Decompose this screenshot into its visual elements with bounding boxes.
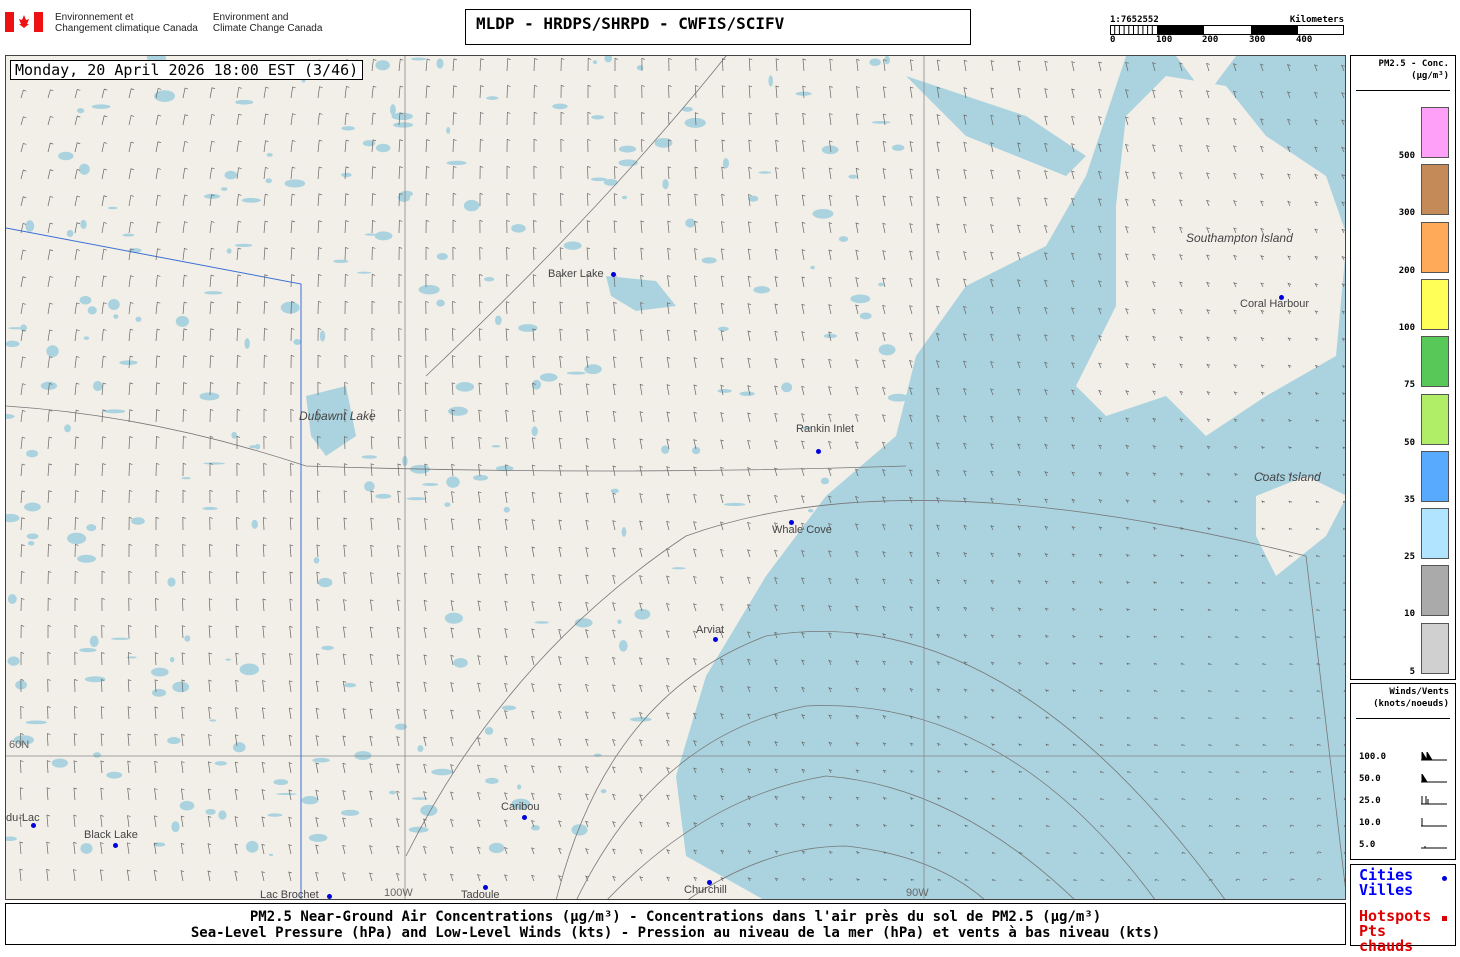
wind-speed-row: 50.0 <box>1359 774 1449 784</box>
legend-label: 300 <box>1398 208 1415 219</box>
map-canvas <box>6 56 1345 899</box>
legend-swatch <box>1421 622 1449 674</box>
city-dot-icon <box>611 272 616 277</box>
legend-label: 10 <box>1404 609 1415 620</box>
place-label: Black Lake <box>84 829 138 841</box>
scale-bar-graphic <box>1110 25 1344 35</box>
page-title: MLDP - HRDPS/SHRPD - CWFIS/SCIFV <box>465 9 971 45</box>
legend-swatch <box>1421 107 1449 158</box>
wind-barb-icon <box>1421 818 1447 827</box>
canada-flag-icon <box>5 12 43 32</box>
legend-swatch <box>1421 565 1449 617</box>
grid-label: 100W <box>384 887 413 899</box>
place-label: Southampton Island <box>1186 231 1293 245</box>
legend-swatch <box>1421 508 1449 560</box>
caption: PM2.5 Near-Ground Air Concentrations (µg… <box>5 903 1346 945</box>
isobars <box>6 56 1345 899</box>
city-dot-icon <box>113 843 118 848</box>
wind-speed-row: 25.0 <box>1359 796 1449 806</box>
place-label: Tadoule <box>461 889 500 900</box>
pm25-legend: PM2.5 - Conc. (µg/m³) 500 300 200 100 75 50 35 2… <box>1350 55 1456 680</box>
city-dot-icon <box>327 894 332 899</box>
legend-label: 5 <box>1409 666 1415 677</box>
legend-swatch <box>1421 278 1449 330</box>
territory-boundary <box>6 227 302 899</box>
place-label: Whale Cove <box>772 524 832 536</box>
city-dot-icon <box>522 815 527 820</box>
wind-barb-icon <box>1421 774 1447 783</box>
legend-swatch <box>1421 336 1449 388</box>
city-dot-icon <box>816 449 821 454</box>
city-dot-icon <box>483 885 488 890</box>
legend-swatch <box>1421 221 1449 273</box>
islands <box>1076 56 1345 576</box>
place-label: Caribou <box>501 801 540 813</box>
legend-swatch <box>1421 164 1449 216</box>
place-label: Lac Brochet <box>260 889 319 900</box>
wind-speed-row: 5.0 <box>1359 840 1449 850</box>
place-label: Coats Island <box>1254 470 1321 484</box>
wind-speed-row: 100.0 <box>1359 752 1449 762</box>
legend-label: 100 <box>1398 322 1415 333</box>
place-label: Rankin Inlet <box>796 423 855 435</box>
datetime-label: Monday, 20 April 2026 18:00 EST (3/46) <box>10 60 364 80</box>
city-dot-icon <box>1442 876 1447 881</box>
hotspot-square-icon <box>1442 916 1447 921</box>
wind-barb-icon <box>1421 846 1447 849</box>
city-dot-icon <box>1279 295 1284 300</box>
place-label: Baker Lake <box>548 268 604 280</box>
graticule <box>6 56 1345 899</box>
grid-label: 60N <box>9 739 30 751</box>
agency-en: Environment and Climate Change Canada <box>212 12 323 34</box>
wind-speed-row: 10.0 <box>1359 818 1449 828</box>
legend-swatch <box>1421 450 1449 502</box>
wind-barb-icon <box>1421 752 1447 761</box>
city-dot-icon <box>707 880 712 885</box>
wind-legend: Winds/Vents (knots/noeuds) 100.0 50.0 25.0 1… <box>1350 683 1456 860</box>
city-dot-icon <box>713 637 718 642</box>
legend-label: 50 <box>1404 437 1415 448</box>
grid-label: 90W <box>906 887 929 899</box>
cities-legend: Cities Villes Hotspots Pts chauds <box>1350 864 1456 954</box>
eccc-logo: Environnement et Changement climatique Ca… <box>5 12 322 34</box>
city-dot-icon <box>789 520 794 525</box>
place-label: du-Lac <box>6 812 40 824</box>
scale-bar: 1:7652552 Kilometers 0 100 200 300 400 <box>1110 15 1344 45</box>
legend-label: 35 <box>1404 494 1415 505</box>
legend-label: 25 <box>1404 552 1415 563</box>
place-label: Dubawnt Lake <box>299 409 376 423</box>
place-label: Arviat <box>696 624 725 636</box>
agency-fr: Environnement et Changement climatique Ca… <box>55 12 198 34</box>
place-label: Churchill <box>684 884 727 896</box>
place-label: Coral Harbour <box>1240 298 1310 310</box>
legend-swatch <box>1421 393 1449 445</box>
legend-label: 75 <box>1404 380 1415 391</box>
legend-label: 200 <box>1398 265 1415 276</box>
city-dot-icon <box>31 823 36 828</box>
legend-label: 500 <box>1398 151 1415 161</box>
wind-barb-icon <box>1421 796 1447 805</box>
map-view[interactable]: Monday, 20 April 2026 18:00 EST (3/46) B… <box>5 55 1346 900</box>
